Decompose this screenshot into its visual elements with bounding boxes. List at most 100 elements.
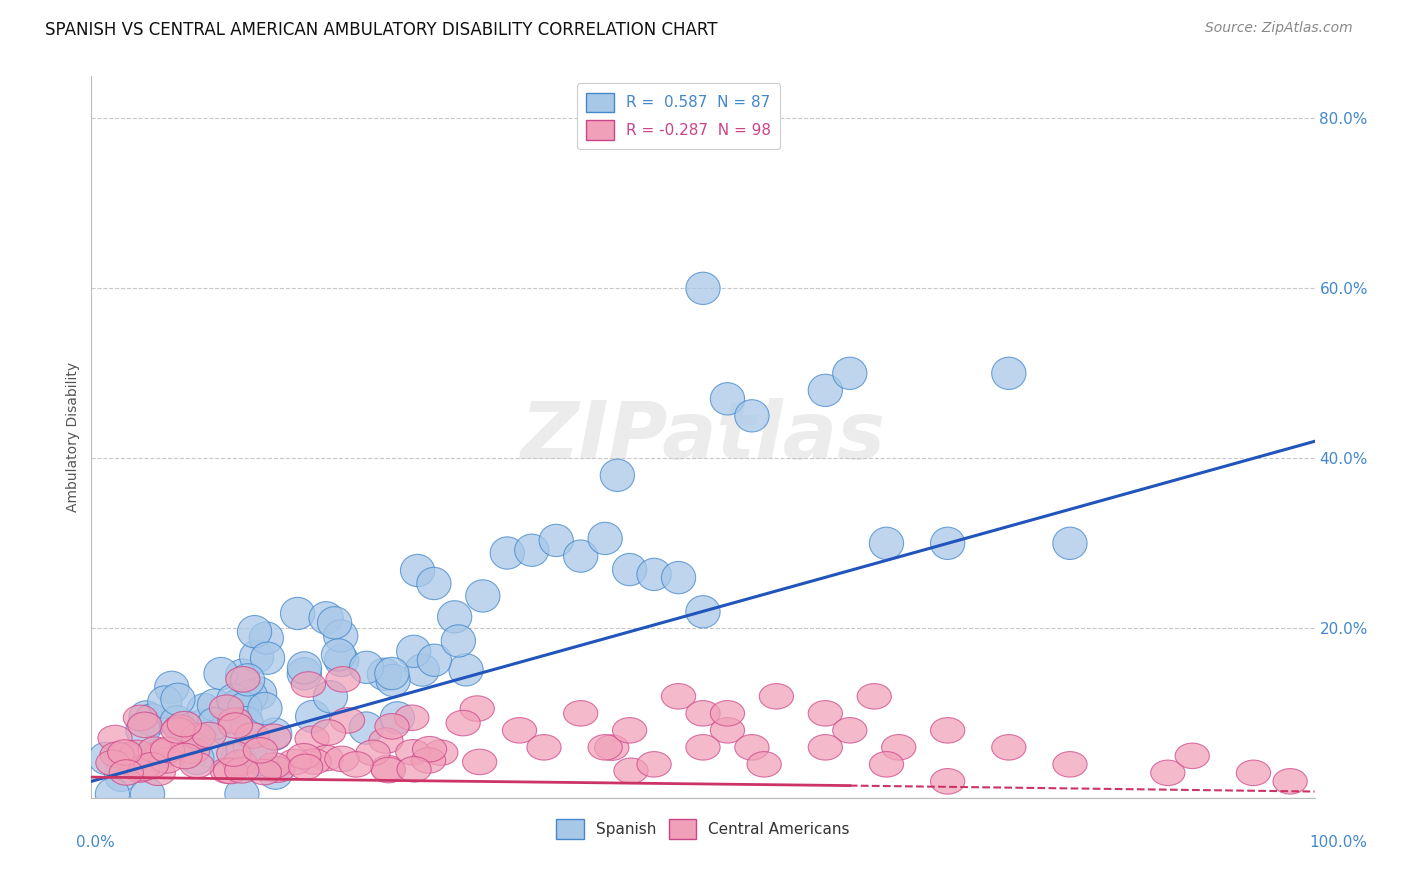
Ellipse shape	[869, 527, 904, 559]
Ellipse shape	[309, 746, 343, 771]
Ellipse shape	[134, 753, 169, 778]
Ellipse shape	[1053, 752, 1087, 777]
Ellipse shape	[869, 752, 904, 777]
Ellipse shape	[115, 743, 149, 776]
Ellipse shape	[149, 747, 184, 773]
Ellipse shape	[463, 749, 496, 774]
Ellipse shape	[538, 524, 574, 557]
Text: 100.0%: 100.0%	[1309, 836, 1368, 850]
Ellipse shape	[209, 758, 245, 783]
Ellipse shape	[323, 620, 357, 652]
Ellipse shape	[225, 778, 259, 810]
Ellipse shape	[155, 671, 188, 704]
Ellipse shape	[150, 737, 184, 763]
Ellipse shape	[89, 742, 122, 774]
Ellipse shape	[217, 683, 250, 716]
Ellipse shape	[226, 666, 260, 692]
Ellipse shape	[396, 635, 430, 667]
Ellipse shape	[686, 596, 720, 628]
Ellipse shape	[167, 712, 201, 737]
Ellipse shape	[314, 681, 347, 713]
Ellipse shape	[446, 710, 481, 736]
Ellipse shape	[104, 759, 139, 791]
Y-axis label: Ambulatory Disability: Ambulatory Disability	[66, 362, 80, 512]
Ellipse shape	[218, 690, 253, 723]
Ellipse shape	[437, 600, 472, 633]
Ellipse shape	[396, 756, 432, 782]
Ellipse shape	[250, 642, 284, 674]
Ellipse shape	[350, 651, 384, 683]
Ellipse shape	[613, 553, 647, 586]
Ellipse shape	[277, 749, 312, 775]
Ellipse shape	[564, 700, 598, 726]
Ellipse shape	[991, 735, 1026, 760]
Ellipse shape	[96, 750, 131, 776]
Ellipse shape	[858, 683, 891, 709]
Ellipse shape	[129, 701, 163, 733]
Ellipse shape	[108, 739, 142, 765]
Ellipse shape	[405, 654, 439, 686]
Ellipse shape	[931, 527, 965, 559]
Ellipse shape	[441, 624, 475, 657]
Ellipse shape	[167, 743, 202, 769]
Ellipse shape	[257, 718, 292, 750]
Ellipse shape	[356, 740, 389, 765]
Ellipse shape	[375, 714, 409, 739]
Ellipse shape	[416, 567, 451, 599]
Ellipse shape	[330, 707, 364, 733]
Ellipse shape	[287, 652, 322, 684]
Ellipse shape	[141, 739, 176, 771]
Text: Source: ZipAtlas.com: Source: ZipAtlas.com	[1205, 21, 1353, 35]
Ellipse shape	[238, 615, 271, 648]
Ellipse shape	[138, 737, 173, 763]
Ellipse shape	[368, 728, 404, 754]
Ellipse shape	[197, 707, 232, 739]
Ellipse shape	[259, 757, 292, 789]
Text: 0.0%: 0.0%	[76, 836, 115, 850]
Ellipse shape	[395, 739, 430, 765]
Ellipse shape	[225, 659, 260, 691]
Ellipse shape	[160, 683, 195, 715]
Ellipse shape	[1150, 760, 1185, 786]
Ellipse shape	[122, 756, 157, 782]
Ellipse shape	[222, 689, 256, 721]
Ellipse shape	[349, 712, 384, 744]
Ellipse shape	[132, 744, 166, 776]
Ellipse shape	[125, 756, 160, 780]
Ellipse shape	[710, 717, 745, 743]
Ellipse shape	[295, 700, 330, 732]
Ellipse shape	[239, 640, 274, 673]
Ellipse shape	[287, 657, 322, 690]
Ellipse shape	[735, 400, 769, 432]
Ellipse shape	[460, 696, 495, 722]
Ellipse shape	[931, 717, 965, 743]
Ellipse shape	[1236, 760, 1271, 786]
Ellipse shape	[1272, 769, 1308, 794]
Ellipse shape	[124, 705, 157, 731]
Ellipse shape	[181, 723, 215, 749]
Ellipse shape	[222, 750, 257, 775]
Ellipse shape	[100, 742, 134, 767]
Text: SPANISH VS CENTRAL AMERICAN AMBULATORY DISABILITY CORRELATION CHART: SPANISH VS CENTRAL AMERICAN AMBULATORY D…	[45, 21, 717, 38]
Ellipse shape	[418, 644, 451, 676]
Ellipse shape	[326, 666, 360, 692]
Ellipse shape	[225, 757, 259, 783]
Ellipse shape	[295, 726, 329, 752]
Ellipse shape	[588, 735, 623, 760]
Ellipse shape	[169, 710, 202, 742]
Ellipse shape	[221, 742, 256, 774]
Ellipse shape	[423, 740, 458, 765]
Ellipse shape	[412, 737, 447, 762]
Ellipse shape	[287, 744, 321, 769]
Ellipse shape	[339, 752, 373, 777]
Ellipse shape	[449, 654, 484, 686]
Ellipse shape	[931, 769, 965, 794]
Ellipse shape	[176, 739, 209, 764]
Ellipse shape	[309, 601, 343, 634]
Ellipse shape	[214, 758, 247, 784]
Ellipse shape	[371, 756, 405, 780]
Ellipse shape	[247, 759, 281, 785]
Ellipse shape	[243, 743, 277, 776]
Ellipse shape	[193, 735, 226, 767]
Ellipse shape	[564, 540, 598, 573]
